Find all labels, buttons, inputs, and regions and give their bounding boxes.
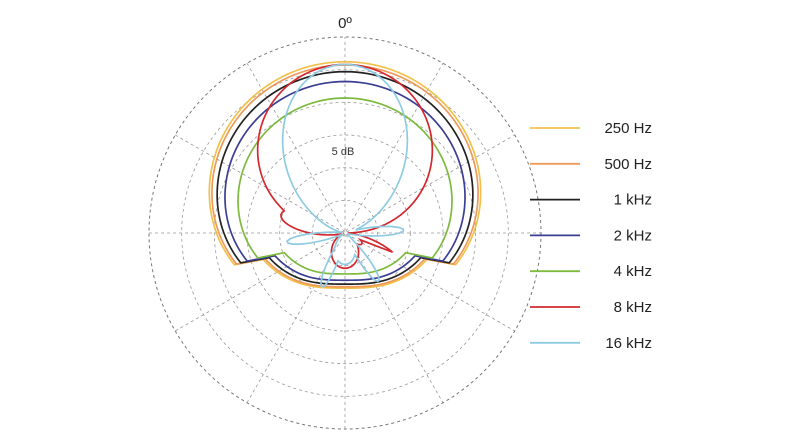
series-curve-16-khz [281, 63, 409, 288]
legend-label-8-khz: 8 kHz [614, 299, 652, 316]
series-curves [208, 60, 482, 289]
legend-label-250-hz: 250 Hz [604, 120, 652, 137]
grid-spoke-120 [175, 134, 515, 332]
angle-label-0deg: 0º [338, 15, 352, 32]
legend-label-16-khz: 16 kHz [605, 335, 652, 352]
grid-ring-2 [279, 167, 411, 299]
polar-grid [148, 36, 542, 430]
legend-label-1-khz: 1 kHz [614, 192, 652, 209]
series-curve-8-khz [256, 63, 434, 270]
series-curve-1-khz [216, 70, 474, 285]
series-curve-2-khz [224, 80, 466, 282]
legend: 250 Hz 500 Hz 1 kHz 2 kHz 4 kHz 8 kHz 16 kHz [530, 120, 652, 352]
legend-label-2-khz: 2 kHz [614, 227, 652, 244]
series-curve-250-hz [208, 60, 482, 289]
series-curve-4-khz [237, 97, 453, 275]
legend-label-500-hz: 500 Hz [604, 156, 652, 173]
grid-spoke-150 [246, 63, 444, 403]
series-curve-500-hz [211, 64, 479, 288]
legend-label-4-khz: 4 kHz [614, 263, 652, 280]
grid-spoke-60 [175, 134, 515, 332]
radial-tick-label: 5 dB [332, 146, 355, 158]
